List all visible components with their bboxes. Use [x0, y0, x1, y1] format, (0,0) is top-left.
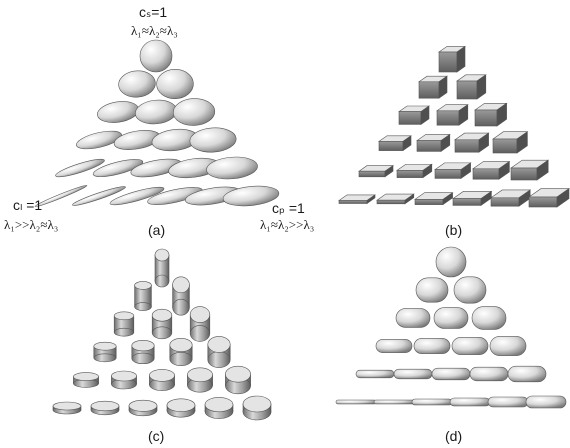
glyph-b-3-0	[378, 135, 412, 152]
glyph-b-2-2	[474, 102, 508, 127]
glyph-a-5-5	[222, 185, 280, 207]
glyph-d-4-4	[507, 365, 547, 383]
glyph-d-1-1	[453, 276, 487, 304]
glyph-d-5-1	[373, 399, 415, 405]
panel-label-d: (d)	[445, 428, 463, 444]
glyph-b-5-3	[452, 190, 493, 206]
glyph-b-4-3	[472, 160, 511, 180]
glyph-c-1-1	[172, 276, 190, 316]
glyph-c-5-4	[204, 397, 234, 419]
annotation-left-cl: cₗ =1	[13, 197, 43, 213]
annotation-right-cp: cₚ =1	[272, 200, 305, 216]
panel-label-c: (c)	[148, 428, 165, 444]
glyph-b-5-0	[338, 194, 376, 205]
glyph-b-4-2	[434, 162, 472, 179]
glyph-c-3-0	[93, 341, 117, 363]
glyph-c-1-0	[134, 281, 152, 311]
glyph-b-5-4	[490, 189, 532, 207]
glyph-b-0-0	[438, 45, 466, 73]
glyph-d-4-1	[393, 368, 433, 380]
glyph-c-2-0	[113, 311, 135, 337]
glyph-c-3-2	[169, 338, 193, 366]
glyph-b-4-0	[358, 165, 394, 178]
glyph-a-5-0	[34, 185, 88, 207]
glyph-c-4-2	[149, 369, 175, 391]
glyph-c-4-0	[73, 372, 99, 388]
glyph-c-5-1	[90, 400, 120, 416]
glyph-a-1-1	[156, 68, 194, 100]
glyph-d-4-2	[431, 367, 471, 381]
annotation-right-eigen: λ₁≈λ₂>>λ₃	[260, 217, 315, 232]
glyph-d-4-0	[355, 369, 395, 379]
panel-c-glyphs	[52, 248, 272, 421]
glyph-d-5-5	[525, 395, 567, 409]
glyph-d-2-2	[471, 306, 507, 330]
annotation-left-eigen: λ₁>>λ₂≈λ₃	[4, 217, 59, 232]
glyph-a-3-3	[189, 127, 237, 153]
glyph-c-3-3	[207, 336, 231, 368]
glyph-c-5-5	[242, 395, 272, 421]
glyph-a-4-1	[92, 159, 144, 177]
glyph-d-1-0	[415, 277, 449, 303]
glyph-d-0-0	[435, 246, 467, 278]
panel-b-glyphs	[338, 45, 570, 208]
glyph-b-2-1	[436, 104, 469, 126]
glyph-a-2-1	[134, 99, 178, 125]
panel-a-glyphs	[34, 39, 280, 207]
glyph-a-1-0	[118, 70, 156, 98]
glyph-b-5-1	[376, 193, 415, 205]
glyph-d-2-1	[433, 307, 469, 329]
glyph-c-0-0	[154, 248, 170, 288]
glyph-a-4-0	[55, 158, 105, 178]
glyph-b-3-2	[454, 132, 490, 153]
glyph-a-2-0	[97, 101, 139, 123]
glyph-c-3-1	[131, 339, 155, 365]
glyph-b-3-1	[416, 133, 451, 152]
glyph-d-2-0	[395, 308, 431, 328]
glyph-b-3-3	[492, 131, 529, 154]
glyph-d-3-1	[413, 338, 451, 354]
glyph-c-2-2	[189, 306, 211, 342]
glyph-d-5-2	[411, 398, 453, 406]
glyph-c-5-3	[166, 398, 196, 418]
glyph-a-3-0	[76, 130, 122, 150]
glyph-a-4-4	[206, 156, 258, 180]
panel-d-glyphs	[335, 246, 567, 409]
glyph-a-0-0	[139, 39, 173, 73]
glyph-b-5-5	[528, 188, 570, 208]
panel-label-b: (b)	[445, 222, 463, 238]
glyph-d-4-3	[469, 366, 509, 382]
glyph-b-4-4	[510, 159, 550, 181]
glyph-a-5-1	[72, 186, 126, 206]
glyph-a-5-2	[109, 186, 165, 206]
glyph-layer	[34, 39, 570, 421]
glyph-b-1-1	[456, 74, 487, 100]
glyph-d-5-0	[335, 399, 377, 405]
glyph-b-4-1	[396, 163, 433, 179]
glyph-a-2-2	[172, 98, 216, 126]
glyph-d-3-0	[375, 339, 413, 353]
glyph-d-3-2	[451, 337, 489, 355]
glyph-c-4-1	[111, 370, 137, 390]
glyph-d-5-3	[449, 397, 491, 407]
glyph-c-2-1	[151, 308, 173, 340]
glyph-b-1-0	[418, 75, 448, 99]
annotation-top-eigen: λ₁≈λ₂≈λ₃	[131, 23, 178, 38]
glyph-c-5-0	[52, 401, 82, 415]
annotation-top-cs: cₛ=1	[139, 4, 168, 20]
glyph-c-4-3	[187, 367, 213, 393]
glyph-d-3-3	[489, 336, 527, 356]
glyph-b-5-2	[414, 192, 454, 206]
glyph-c-5-2	[128, 399, 158, 417]
panel-label-a: (a)	[148, 222, 166, 238]
glyph-c-4-4	[225, 365, 251, 395]
glyph-d-5-4	[487, 396, 529, 408]
glyph-b-2-0	[398, 105, 430, 125]
